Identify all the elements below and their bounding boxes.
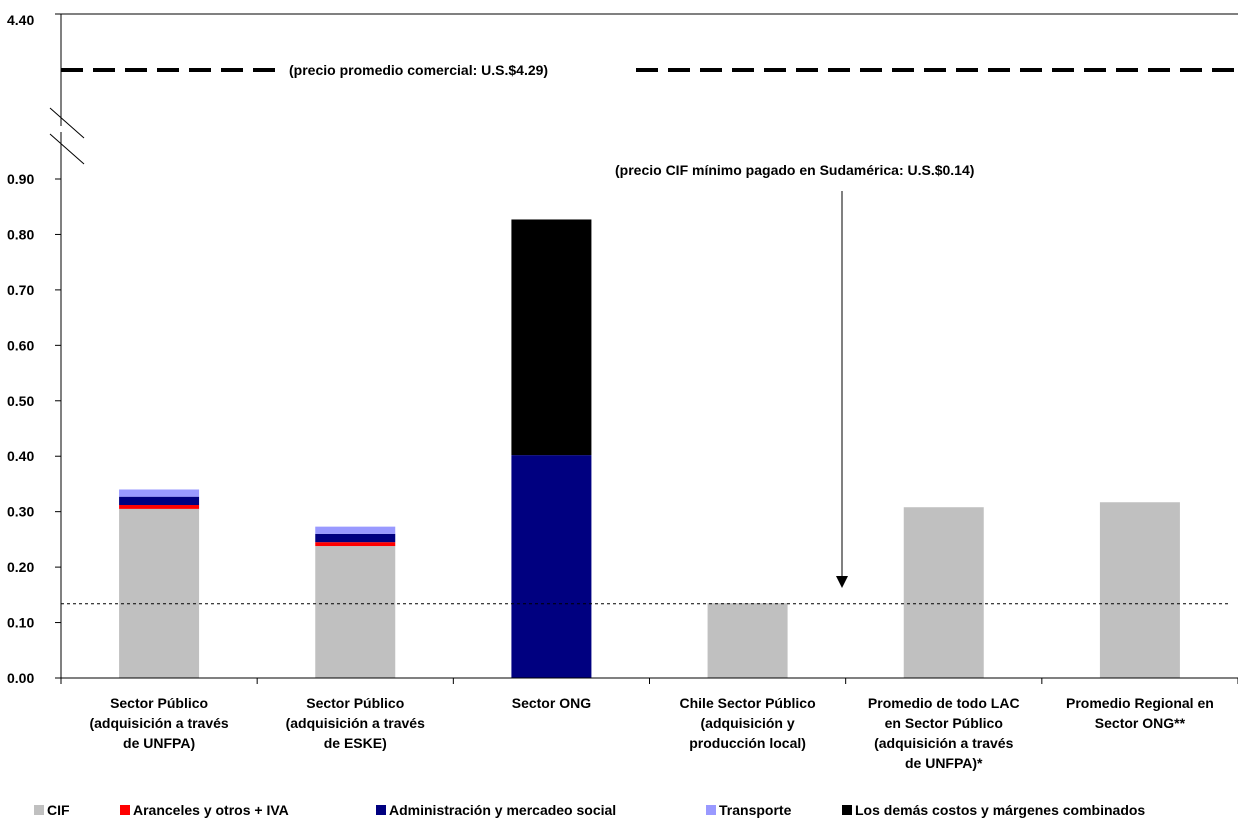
y-tick-label: 0.30 xyxy=(7,504,34,520)
bar-segment xyxy=(511,455,592,678)
annotations-layer: (precio promedio comercial: U.S.$4.29) (p… xyxy=(61,62,1238,605)
bar-segment xyxy=(119,496,200,506)
legend-swatch xyxy=(706,805,716,815)
x-category-label: Sector ONG** xyxy=(1095,715,1186,731)
x-category-label: Promedio de todo LAC xyxy=(868,695,1020,711)
legend-swatch xyxy=(34,805,44,815)
legend-label: Transporte xyxy=(719,802,792,818)
y-tick-label: 0.40 xyxy=(7,448,34,464)
legend-label: Los demás costos y márgenes combinados xyxy=(855,802,1146,818)
bar-segment xyxy=(315,546,396,678)
legend-item: CIF xyxy=(34,802,70,818)
y-tick-label: 0.00 xyxy=(7,670,34,686)
legend-item: Administración y mercadeo social xyxy=(376,802,616,818)
bar-segment xyxy=(315,542,396,547)
annotation-arrow-head xyxy=(836,576,848,588)
legend-swatch xyxy=(376,805,386,815)
bar-segment xyxy=(315,526,396,534)
legend: CIF Aranceles y otros + IVA Administración… xyxy=(34,802,1238,818)
x-category-label: de UNFPA) xyxy=(123,735,195,751)
x-category-label: de ESKE) xyxy=(324,735,387,751)
legend-label: CIF xyxy=(47,802,70,818)
x-category-label: Chile Sector Público xyxy=(680,695,816,711)
x-category-label: en Sector Público xyxy=(885,715,1003,731)
reference-label-cif-min: (precio CIF mínimo pagado en Sudamérica:… xyxy=(615,162,974,178)
bar-segment xyxy=(119,508,200,678)
legend-swatch xyxy=(120,805,130,815)
y-tick-label: 0.10 xyxy=(7,615,34,631)
bar-segment xyxy=(511,219,592,456)
bar-segment xyxy=(1099,502,1180,678)
x-category-label: (adquisición a través xyxy=(874,735,1013,751)
x-category-label: (adquisición y xyxy=(701,715,795,731)
bar-segment xyxy=(315,533,396,543)
legend-item: Los demás costos y márgenes combinados xyxy=(842,802,1145,818)
axis-break-mark xyxy=(49,133,85,165)
legend-swatch xyxy=(842,805,852,815)
y-tick-label-top: 4.40 xyxy=(7,12,34,28)
x-category-label: producción local) xyxy=(689,735,806,751)
chart-canvas: 0.00 0.10 0.20 0.30 0.40 0.50 0.60 0.70 0.80 0.90… xyxy=(7,12,1238,771)
y-tick-label: 0.70 xyxy=(7,282,34,298)
legend-item: Transporte xyxy=(706,802,791,818)
y-tick-label: 0.80 xyxy=(7,226,34,242)
legend-label: Aranceles y otros + IVA xyxy=(133,802,289,818)
x-category-label: Promedio Regional en xyxy=(1066,695,1214,711)
y-tick-label: 0.50 xyxy=(7,393,34,409)
axes-layer: 0.00 0.10 0.20 0.30 0.40 0.50 0.60 0.70 0.80 0.90… xyxy=(7,12,1238,771)
y-tick-label: 0.20 xyxy=(7,559,34,575)
x-category-label: Sector Público xyxy=(306,695,404,711)
y-tick-label: 0.90 xyxy=(7,171,34,187)
bar-segment xyxy=(903,507,984,678)
x-category-label: (adquisición a través xyxy=(286,715,425,731)
y-tick-label: 0.60 xyxy=(7,337,34,353)
x-category-label: Sector ONG xyxy=(512,695,591,711)
legend-item: Aranceles y otros + IVA xyxy=(120,802,289,818)
legend-label: Administración y mercadeo social xyxy=(389,802,617,818)
x-category-label: de UNFPA)* xyxy=(905,755,983,771)
axis-break-gap xyxy=(56,126,66,132)
bars-layer xyxy=(119,219,1180,678)
bar-segment xyxy=(707,603,788,678)
x-category-label: (adquisición a través xyxy=(89,715,228,731)
axis-break-mark xyxy=(49,107,85,139)
reference-label-commercial: (precio promedio comercial: U.S.$4.29) xyxy=(289,62,548,78)
x-category-label: Sector Público xyxy=(110,695,208,711)
bar-segment xyxy=(119,489,200,497)
bar-segment xyxy=(119,505,200,509)
